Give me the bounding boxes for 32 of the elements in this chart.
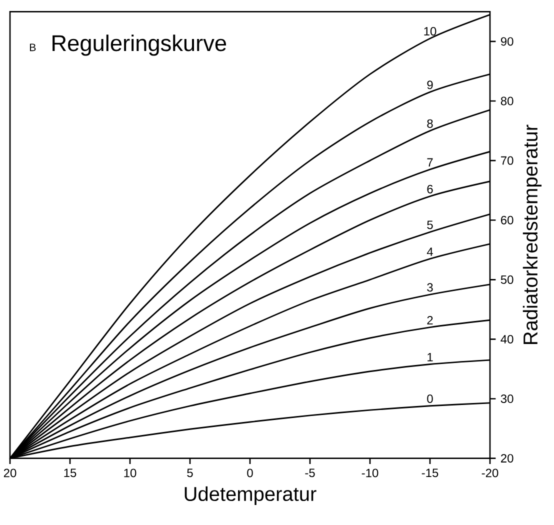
x-tick-label: -10 — [362, 468, 378, 478]
series-label: 8 — [427, 119, 433, 128]
series-label: 2 — [427, 316, 433, 324]
series-label: 1 — [428, 353, 433, 362]
series-label: 4 — [426, 248, 433, 256]
series-label: 6 — [427, 184, 433, 194]
y-tick-label: 40 — [500, 334, 514, 344]
x-tick-label: 0 — [247, 468, 253, 478]
series-label: 3 — [427, 283, 433, 292]
series-label: 0 — [427, 394, 433, 403]
x-tick-label: 10 — [124, 468, 136, 478]
x-tick-label: -20 — [482, 468, 498, 478]
x-tick-label: 20 — [4, 468, 16, 478]
series-label: 9 — [427, 80, 433, 90]
x-axis-title: Udetemperatur — [184, 486, 316, 506]
x-tick-label: -5 — [305, 468, 315, 478]
y-tick-label: 90 — [500, 37, 514, 46]
series-label: 7 — [427, 158, 433, 167]
y-tick-label: 20 — [500, 454, 514, 463]
series-label: 5 — [427, 220, 433, 230]
x-tick-label: 5 — [187, 468, 193, 478]
y-tick-label: 50 — [500, 275, 514, 284]
x-tick-label: 15 — [64, 468, 76, 478]
y-tick-label: 70 — [500, 156, 514, 165]
annotation: B — [30, 44, 36, 52]
text: Reguleringskurve — [52, 34, 226, 56]
y-tick-label: 60 — [500, 216, 514, 224]
y-tick-label: 30 — [500, 394, 514, 404]
x-tick-label: -15 — [422, 468, 438, 478]
y-tick-label: 80 — [500, 96, 514, 106]
series-label: 10 — [424, 27, 436, 36]
y-axis-title: Radiatorkredstemperatur — [522, 124, 542, 344]
